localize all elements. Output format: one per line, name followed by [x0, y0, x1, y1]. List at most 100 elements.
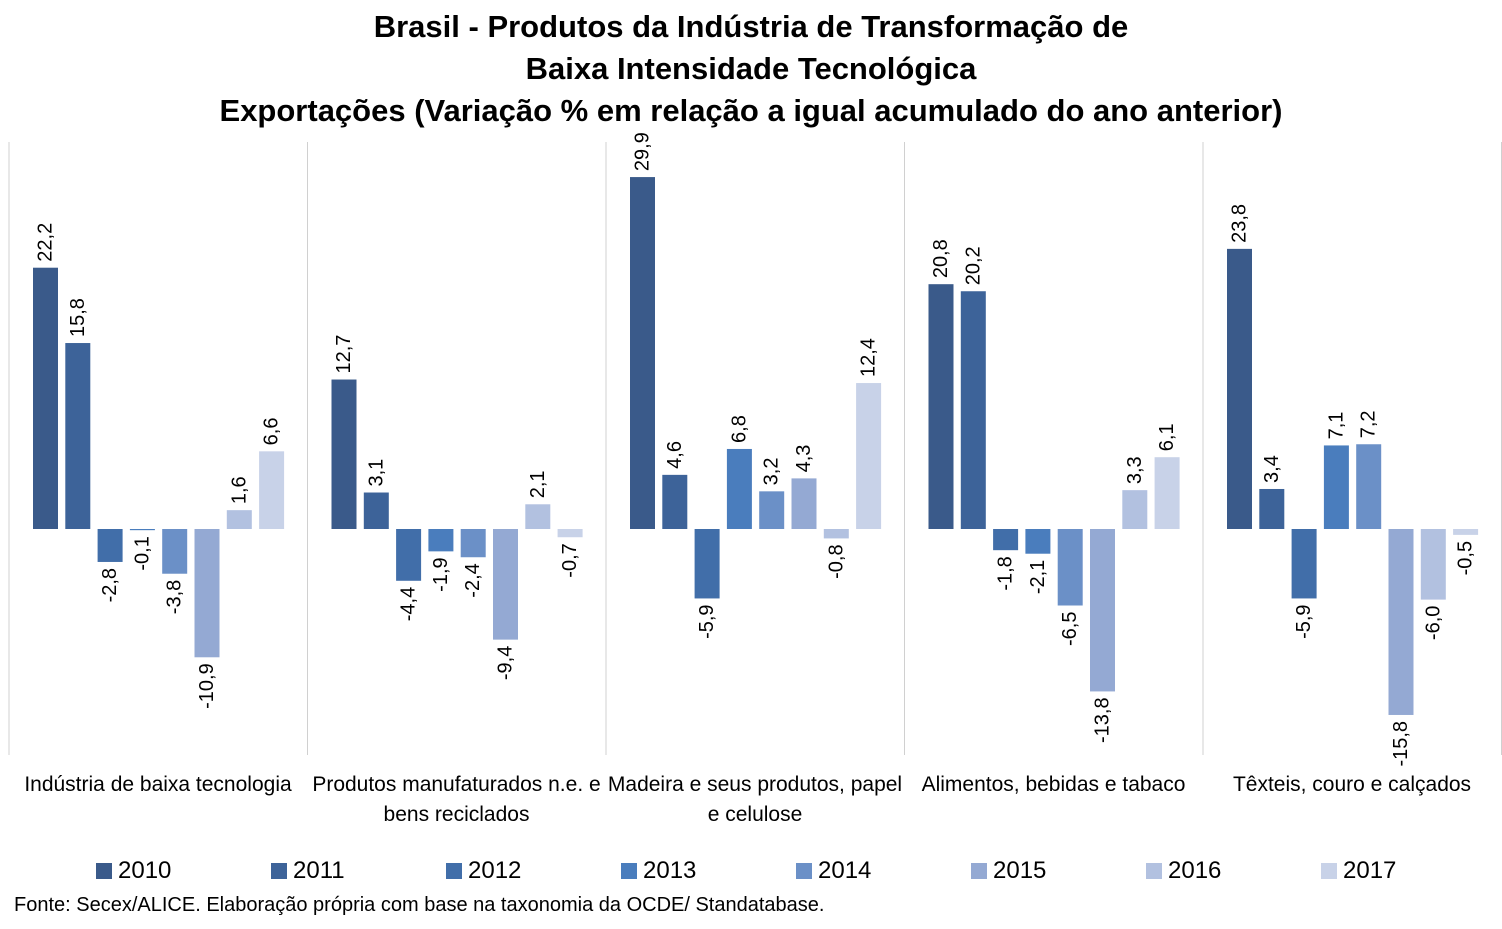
data-label-2010-cat-0: 22,2: [35, 223, 57, 262]
bar-2017-cat-3: [1154, 457, 1180, 529]
legend-label: 2010: [118, 857, 172, 884]
bar-2015-cat-4: [1388, 529, 1414, 715]
data-label-2015-cat-1: -9,4: [495, 646, 517, 680]
bar-2012-cat-1: [396, 529, 422, 581]
data-label-2017-cat-4: -0,5: [1455, 541, 1477, 575]
bar-2014-cat-4: [1356, 444, 1382, 529]
legend-swatch: [1146, 863, 1162, 879]
bar-2010-cat-3: [928, 284, 954, 529]
data-label-2011-cat-3: 20,2: [962, 246, 984, 285]
bar-2016-cat-0: [226, 510, 252, 529]
bar-2013-cat-1: [428, 529, 454, 552]
legend-item-2014: 2014: [796, 857, 971, 885]
data-label-2010-cat-1: 12,7: [333, 335, 355, 374]
bar-2014-cat-1: [460, 529, 486, 558]
bar-2013-cat-2: [726, 448, 752, 529]
bar-2014-cat-0: [162, 529, 188, 574]
data-label-2014-cat-2: 3,2: [761, 458, 783, 486]
legend-swatch: [1321, 863, 1337, 879]
legend-swatch: [446, 863, 462, 879]
bar-2013-cat-0: [129, 529, 155, 531]
bar-2012-cat-3: [993, 529, 1019, 551]
data-label-2010-cat-3: 20,8: [930, 239, 952, 278]
data-label-2011-cat-1: 3,1: [365, 459, 387, 487]
legend-label: 2014: [818, 857, 872, 884]
legend-label: 2011: [293, 857, 345, 884]
bar-2010-cat-0: [33, 267, 58, 529]
bar-2016-cat-4: [1420, 529, 1446, 600]
data-label-2014-cat-4: 7,2: [1358, 410, 1380, 438]
category-label-1: Produtos manufaturados n.e. e bens recic…: [312, 773, 601, 826]
bar-2016-cat-2: [823, 529, 849, 539]
data-label-2011-cat-0: 15,8: [67, 298, 89, 337]
bar-2010-cat-1: [331, 379, 357, 529]
legend-item-2010: 2010: [96, 857, 271, 885]
data-label-2015-cat-3: -13,8: [1092, 697, 1114, 743]
bar-2011-cat-4: [1259, 488, 1285, 529]
bar-2013-cat-4: [1323, 445, 1349, 529]
bar-2010-cat-2: [630, 177, 655, 529]
legend-item-2012: 2012: [446, 857, 621, 885]
chart-title-line-1: Brasil - Produtos da Indústria de Transf…: [373, 9, 1129, 44]
bar-2017-cat-1: [557, 529, 583, 538]
bar-2017-cat-4: [1453, 529, 1479, 535]
data-label-2011-cat-4: 3,4: [1261, 455, 1283, 483]
category-label-0: Indústria de baixa tecnologia: [24, 773, 292, 796]
bar-2016-cat-3: [1122, 490, 1148, 529]
legend: 2010 2011 2012 2013 2014 2015 2016 2017: [96, 857, 1496, 885]
data-label-2011-cat-2: 4,6: [664, 441, 686, 469]
legend-item-2013: 2013: [621, 857, 796, 885]
data-label-2016-cat-0: 1,6: [228, 476, 250, 504]
source-note: Fonte: Secex/ALICE. Elaboração própria c…: [14, 894, 825, 916]
bar-2015-cat-3: [1090, 529, 1115, 692]
data-label-2010-cat-2: 29,9: [632, 132, 654, 171]
legend-item-2017: 2017: [1321, 857, 1496, 885]
data-label-2016-cat-2: -0,8: [825, 544, 847, 578]
data-label-2012-cat-0: -2,8: [99, 568, 121, 602]
data-label-2013-cat-1: -1,9: [430, 557, 452, 591]
bar-2013-cat-3: [1025, 529, 1051, 554]
chart-title: Brasil - Produtos da Indústria de Transf…: [0, 6, 1502, 132]
category-label-2: Madeira e seus produtos, papel e celulos…: [607, 773, 903, 826]
bar-2017-cat-0: [259, 451, 285, 529]
chart-title-line-2: Baixa Intensidade Tecnológica: [525, 51, 977, 86]
legend-swatch: [796, 863, 812, 879]
legend-swatch: [271, 863, 287, 879]
data-label-2015-cat-4: -15,8: [1390, 721, 1412, 767]
data-label-2013-cat-0: -0,1: [131, 536, 153, 570]
legend-label: 2017: [1343, 857, 1397, 884]
legend-swatch: [96, 863, 112, 879]
data-label-2017-cat-1: -0,7: [559, 543, 581, 577]
bar-2011-cat-3: [960, 291, 986, 529]
legend-label: 2012: [468, 857, 522, 884]
data-label-2010-cat-4: 23,8: [1229, 204, 1251, 243]
bar-2014-cat-2: [759, 491, 785, 529]
data-label-2012-cat-2: -5,9: [696, 604, 718, 638]
category-label-3: Alimentos, bebidas e tabaco: [921, 773, 1186, 796]
bar-2017-cat-2: [856, 383, 882, 529]
data-label-2014-cat-1: -2,4: [462, 563, 484, 597]
legend-swatch: [621, 863, 637, 879]
data-label-2016-cat-4: -6,0: [1422, 606, 1444, 640]
bar-2011-cat-0: [65, 343, 91, 529]
bar-2011-cat-2: [662, 474, 688, 529]
bar-2010-cat-4: [1227, 248, 1252, 529]
data-label-2015-cat-2: 4,3: [793, 445, 815, 473]
legend-label: 2016: [1168, 857, 1222, 884]
legend-item-2016: 2016: [1146, 857, 1321, 885]
data-label-2012-cat-1: -4,4: [398, 587, 420, 621]
data-label-2014-cat-3: -6,5: [1059, 612, 1081, 646]
data-label-2015-cat-0: -10,9: [196, 663, 218, 709]
data-label-2013-cat-3: -2,1: [1027, 560, 1049, 594]
bar-2011-cat-1: [363, 492, 389, 529]
category-label-4: Têxteis, couro e calçados: [1232, 773, 1472, 796]
bar-2012-cat-4: [1291, 529, 1317, 599]
data-label-2012-cat-4: -5,9: [1293, 604, 1315, 638]
data-label-2013-cat-2: 6,8: [728, 415, 750, 443]
legend-label: 2015: [993, 857, 1047, 884]
bar-2015-cat-2: [791, 478, 817, 529]
legend-swatch: [971, 863, 987, 879]
bar-2012-cat-0: [97, 529, 123, 562]
bar-2012-cat-2: [694, 529, 720, 599]
